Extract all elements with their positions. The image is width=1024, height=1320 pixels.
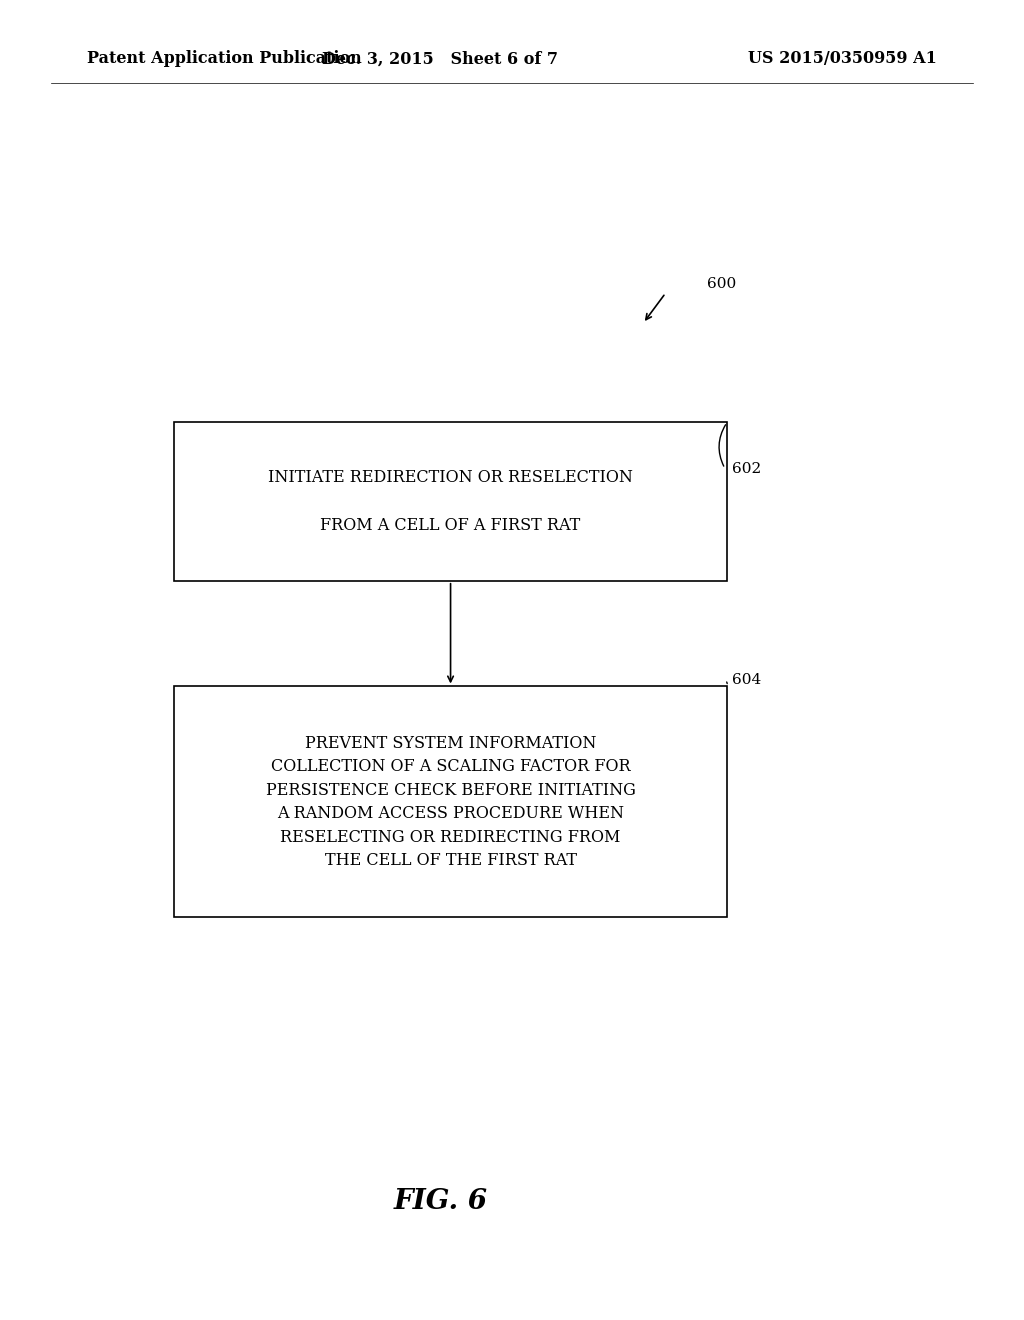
Text: FIG. 6: FIG. 6 bbox=[393, 1188, 487, 1214]
Text: 602: 602 bbox=[732, 462, 762, 475]
Text: 600: 600 bbox=[707, 277, 736, 290]
FancyBboxPatch shape bbox=[174, 422, 727, 581]
Text: 604: 604 bbox=[732, 673, 762, 686]
Text: Patent Application Publication: Patent Application Publication bbox=[87, 50, 361, 67]
Text: US 2015/0350959 A1: US 2015/0350959 A1 bbox=[749, 50, 937, 67]
FancyBboxPatch shape bbox=[174, 686, 727, 917]
Text: INITIATE REDIRECTION OR RESELECTION: INITIATE REDIRECTION OR RESELECTION bbox=[268, 470, 633, 486]
Text: PREVENT SYSTEM INFORMATION
COLLECTION OF A SCALING FACTOR FOR
PERSISTENCE CHECK : PREVENT SYSTEM INFORMATION COLLECTION OF… bbox=[265, 735, 636, 869]
Text: FROM A CELL OF A FIRST RAT: FROM A CELL OF A FIRST RAT bbox=[321, 517, 581, 533]
Text: Dec. 3, 2015   Sheet 6 of 7: Dec. 3, 2015 Sheet 6 of 7 bbox=[323, 50, 558, 67]
